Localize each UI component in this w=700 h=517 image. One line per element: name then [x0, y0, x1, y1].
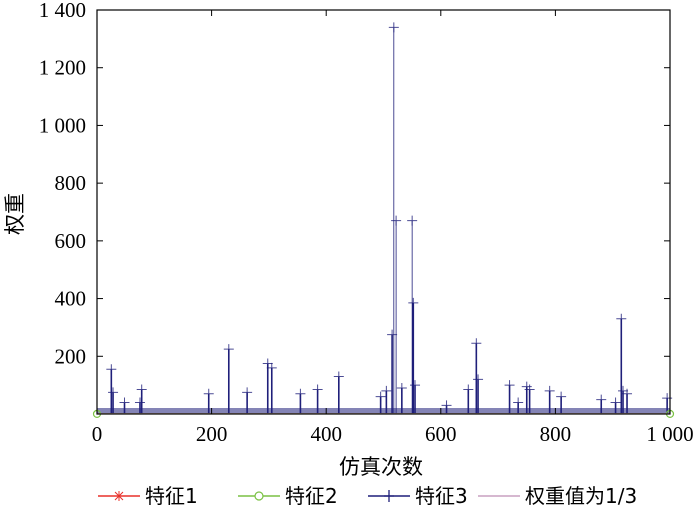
axes: 0 200 400 600 800 1 000 200 400 600 800 1 000 1 200…	[39, 0, 694, 446]
plot-frame	[96, 9, 671, 415]
series-3-point	[381, 385, 392, 396]
series-3-point	[410, 380, 421, 391]
series-3-point	[391, 215, 402, 226]
legend-label-4: 权重值为1/3	[525, 484, 637, 508]
series-3-point	[513, 397, 524, 408]
series-3-point	[136, 384, 147, 395]
series-3-point	[544, 385, 555, 396]
legend-marker-1	[114, 491, 124, 501]
series-3-point	[134, 397, 145, 408]
series-3-point	[556, 391, 567, 402]
y-tick-label: 200	[55, 344, 87, 368]
y-tick-label: 1 000	[39, 113, 86, 137]
legend-label-1: 特征1	[145, 484, 198, 508]
series-3-point	[662, 393, 673, 404]
legend: 特征1 特征2 特征3 权重值为1/3	[98, 484, 637, 508]
series-3-point	[387, 329, 398, 340]
x-tick-label: 200	[196, 422, 228, 446]
series-3-point	[441, 400, 452, 411]
series-3-point	[266, 362, 277, 373]
series-3-point	[596, 394, 607, 405]
series-3-point	[463, 384, 474, 395]
y-tick-label: 800	[55, 171, 87, 195]
series-3-baseline-band	[97, 408, 670, 414]
series-3-point	[312, 384, 323, 395]
series-3-point	[610, 397, 621, 408]
series-3-point	[471, 338, 482, 349]
y-tick-label: 400	[55, 287, 87, 311]
series-3-point	[262, 358, 273, 369]
series-3-point	[119, 397, 130, 408]
y-tick-label: 1 200	[39, 56, 86, 80]
legend-marker-2	[254, 491, 264, 501]
y-axis-label: 权重	[3, 193, 27, 235]
x-tick-label: 400	[310, 422, 342, 446]
series-3-point	[375, 391, 386, 402]
series-3-point	[407, 215, 418, 226]
series-3-point	[242, 387, 253, 398]
x-tick-label: 0	[92, 422, 103, 446]
plot-area	[92, 22, 675, 419]
series-3-point	[524, 384, 535, 395]
series-3-point	[504, 380, 515, 391]
series-3-point	[616, 313, 627, 324]
x-tick-label: 1 000	[646, 422, 693, 446]
series-3-point	[473, 374, 484, 385]
series-3-point	[108, 387, 119, 398]
series-3-point	[622, 388, 633, 399]
series-3-point	[396, 383, 407, 394]
series-3-point	[408, 297, 419, 308]
series-3-point	[203, 388, 214, 399]
y-tick-label: 1 400	[39, 0, 86, 22]
series-3-point	[106, 364, 117, 375]
x-tick-label: 800	[540, 422, 572, 446]
legend-label-3: 特征3	[415, 484, 468, 508]
series-3-point	[333, 371, 344, 382]
x-tick-label: 600	[425, 422, 457, 446]
series-3-point	[223, 344, 234, 355]
series-3-point	[388, 22, 399, 33]
legend-marker-3	[384, 490, 394, 502]
y-tick-label: 600	[55, 229, 87, 253]
series-3-point	[295, 388, 306, 399]
x-axis-label: 仿真次数	[339, 455, 423, 479]
legend-label-2: 特征2	[285, 484, 338, 508]
